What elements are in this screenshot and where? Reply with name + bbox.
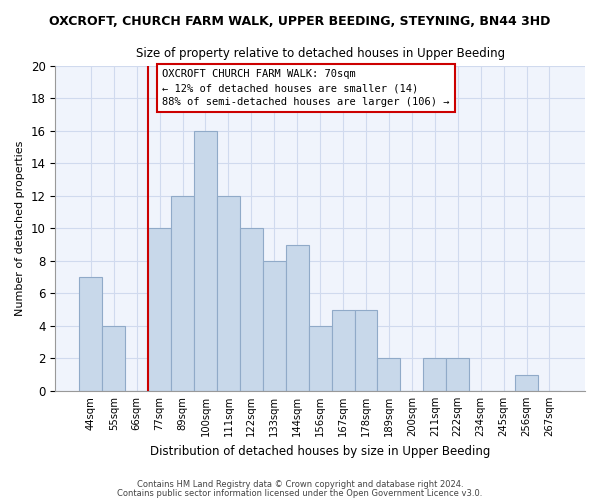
Text: Contains public sector information licensed under the Open Government Licence v3: Contains public sector information licen… xyxy=(118,488,482,498)
Bar xyxy=(102,326,125,391)
Title: Size of property relative to detached houses in Upper Beeding: Size of property relative to detached ho… xyxy=(136,48,505,60)
Bar xyxy=(377,358,400,391)
Bar xyxy=(79,277,102,391)
Bar xyxy=(332,310,355,391)
Text: OXCROFT CHURCH FARM WALK: 70sqm
← 12% of detached houses are smaller (14)
88% of: OXCROFT CHURCH FARM WALK: 70sqm ← 12% of… xyxy=(162,69,449,107)
Bar xyxy=(240,228,263,391)
Bar xyxy=(171,196,194,391)
Bar xyxy=(515,374,538,391)
Bar xyxy=(194,131,217,391)
Y-axis label: Number of detached properties: Number of detached properties xyxy=(15,140,25,316)
X-axis label: Distribution of detached houses by size in Upper Beeding: Distribution of detached houses by size … xyxy=(150,444,490,458)
Bar xyxy=(446,358,469,391)
Bar xyxy=(263,261,286,391)
Bar xyxy=(355,310,377,391)
Text: Contains HM Land Registry data © Crown copyright and database right 2024.: Contains HM Land Registry data © Crown c… xyxy=(137,480,463,489)
Bar xyxy=(148,228,171,391)
Bar xyxy=(424,358,446,391)
Bar xyxy=(217,196,240,391)
Bar xyxy=(308,326,332,391)
Bar xyxy=(286,244,308,391)
Text: OXCROFT, CHURCH FARM WALK, UPPER BEEDING, STEYNING, BN44 3HD: OXCROFT, CHURCH FARM WALK, UPPER BEEDING… xyxy=(49,15,551,28)
